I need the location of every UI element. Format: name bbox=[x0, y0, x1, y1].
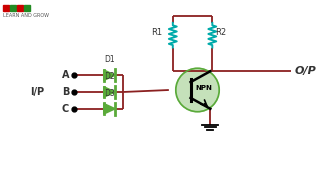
Polygon shape bbox=[104, 103, 115, 114]
Text: C: C bbox=[62, 104, 69, 114]
Text: D1: D1 bbox=[104, 55, 115, 64]
Bar bbox=[10, 5, 16, 11]
Bar bbox=[17, 5, 23, 11]
Text: R1: R1 bbox=[151, 28, 162, 37]
Text: D2: D2 bbox=[104, 72, 115, 81]
Text: D3: D3 bbox=[104, 89, 115, 98]
Text: LEARN AND GROW: LEARN AND GROW bbox=[3, 13, 49, 18]
Text: R2: R2 bbox=[215, 28, 226, 37]
Text: I/P: I/P bbox=[30, 87, 44, 97]
Text: NPN: NPN bbox=[195, 85, 212, 91]
Text: B: B bbox=[62, 87, 69, 97]
Bar bbox=[3, 5, 9, 11]
Polygon shape bbox=[104, 87, 115, 97]
Bar bbox=[24, 5, 30, 11]
Text: A: A bbox=[62, 70, 69, 80]
Text: O/P: O/P bbox=[294, 66, 316, 76]
Circle shape bbox=[176, 68, 219, 112]
Polygon shape bbox=[104, 70, 115, 80]
